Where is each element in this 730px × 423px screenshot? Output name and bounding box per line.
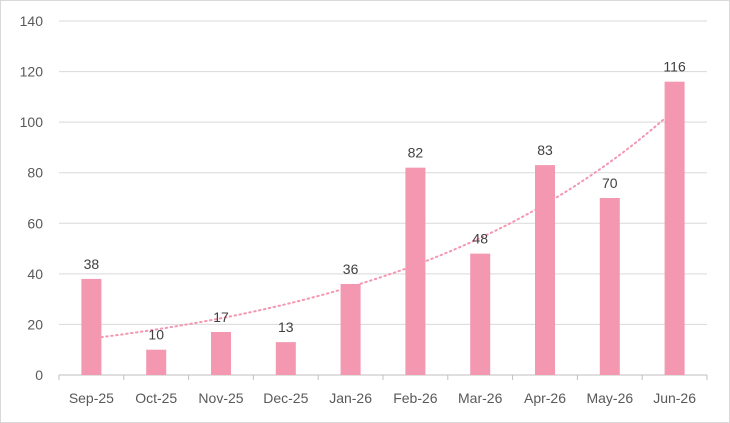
y-tick-label: 40 <box>27 266 43 282</box>
axes <box>58 374 708 380</box>
y-tick-label: 80 <box>27 165 43 181</box>
data-label: 48 <box>472 231 488 247</box>
x-tick-label: Nov-25 <box>198 390 243 406</box>
bar-mar-26 <box>470 253 491 375</box>
y-tick-label: 100 <box>20 114 44 130</box>
bar-nov-25 <box>211 332 231 375</box>
bar-sep-25 <box>81 278 102 375</box>
y-tick-label: 120 <box>20 64 44 80</box>
data-label: 10 <box>148 327 164 343</box>
y-tick-label: 20 <box>27 316 43 332</box>
data-labels: 38 10 17 13 36 82 48 83 70 116 <box>84 59 686 343</box>
data-label: 36 <box>343 261 359 277</box>
data-label: 82 <box>408 145 424 161</box>
y-tick-label: 0 <box>35 367 43 383</box>
y-axis-ticks: 0 20 40 60 80 100 120 140 <box>20 13 44 383</box>
data-label: 38 <box>84 256 100 272</box>
data-label: 116 <box>663 59 686 75</box>
bar-may-26 <box>599 198 620 375</box>
bars <box>81 81 685 375</box>
x-tick-label: May-26 <box>586 390 633 406</box>
data-label: 17 <box>213 309 229 325</box>
x-tick-label: Sep-25 <box>69 390 114 406</box>
y-tick-label: 60 <box>27 215 43 231</box>
gridlines <box>59 20 707 325</box>
bar-oct-25 <box>146 349 167 375</box>
x-tick-label: Feb-26 <box>393 390 438 406</box>
y-tick-label: 140 <box>20 13 44 29</box>
bar-feb-26 <box>405 167 426 375</box>
x-tick-label: Mar-26 <box>458 390 503 406</box>
data-label: 83 <box>537 142 553 158</box>
x-tick-label: Jun-26 <box>653 390 696 406</box>
exponential-trendline <box>90 108 676 340</box>
bar-jan-26 <box>340 283 361 375</box>
bar-apr-26 <box>535 165 555 375</box>
x-tick-label: Dec-25 <box>263 390 308 406</box>
x-tick-label: Apr-26 <box>524 390 566 406</box>
data-label: 70 <box>602 175 618 191</box>
bar-dec-25 <box>275 342 296 375</box>
x-tick-label: Oct-25 <box>135 390 177 406</box>
x-axis-ticks: Sep-25 Oct-25 Nov-25 Dec-25 Jan-26 Feb-26 Mar-… <box>69 390 696 406</box>
trendline-group <box>90 108 676 340</box>
bar-jun-26 <box>664 81 685 375</box>
data-label: 13 <box>278 319 294 335</box>
x-tick-label: Jan-26 <box>329 390 372 406</box>
